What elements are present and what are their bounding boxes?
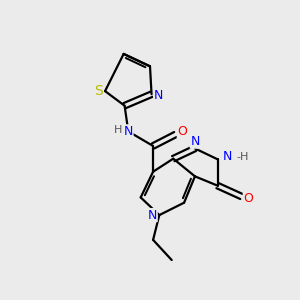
Text: -H: -H (237, 152, 249, 162)
Text: S: S (94, 84, 103, 98)
Text: N: N (124, 125, 133, 138)
Text: H: H (114, 125, 123, 135)
Text: N: N (154, 89, 163, 102)
Text: O: O (243, 193, 253, 206)
Text: N: N (148, 208, 157, 222)
Text: N: N (223, 150, 232, 163)
Text: N: N (190, 135, 200, 148)
Text: O: O (177, 125, 187, 138)
